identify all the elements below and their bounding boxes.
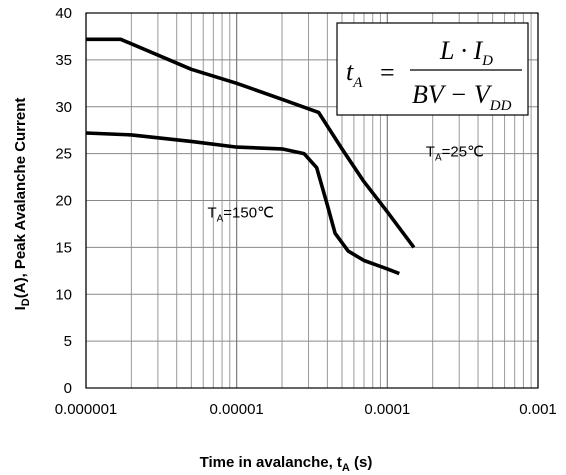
y-tick-label: 35 — [55, 52, 72, 69]
series-labels: TA=25℃ TA=150℃ — [207, 143, 483, 224]
formula-denominator: BV − VDD — [412, 80, 512, 114]
series-label-1: TA=150℃ — [207, 204, 273, 224]
y-tick-labels: 0 5 10 15 20 25 30 35 40 — [55, 5, 72, 397]
y-tick-label: 15 — [55, 239, 72, 256]
x-tick-label: 0.000001 — [55, 401, 118, 418]
x-tick-label: 0.001 — [519, 401, 557, 418]
plot-frame — [85, 12, 539, 389]
y-tick-label: 10 — [55, 286, 72, 303]
y-tick-label: 25 — [55, 146, 72, 163]
formula-frame — [336, 22, 529, 116]
formula-equals: = — [380, 58, 395, 87]
formula-lhs: tA — [346, 57, 363, 91]
avalanche-time-formula: tA = L · ID BV − VDD — [336, 22, 529, 116]
series-line-0 — [86, 37, 416, 249]
y-tick-label: 30 — [55, 99, 72, 116]
series-layer — [85, 37, 416, 276]
y-tick-label: 40 — [55, 5, 72, 22]
y-tick-label: 20 — [55, 193, 72, 210]
formula-numerator: L · ID — [439, 36, 493, 69]
series-line-1 — [85, 131, 400, 276]
series-label-0: TA=25℃ — [426, 143, 484, 163]
y-tick-label: 0 — [64, 380, 72, 397]
x-axis-title: Time in avalanche, tA (s) — [200, 454, 373, 474]
y-tick-label: 5 — [64, 333, 72, 350]
y-axis-title: ID(A), Peak Avalanche Current — [12, 98, 32, 311]
x-tick-labels: 0.000001 0.00001 0.0001 0.001 — [55, 401, 557, 418]
x-tick-label: 0.0001 — [364, 401, 410, 418]
x-tick-label: 0.00001 — [210, 401, 264, 418]
